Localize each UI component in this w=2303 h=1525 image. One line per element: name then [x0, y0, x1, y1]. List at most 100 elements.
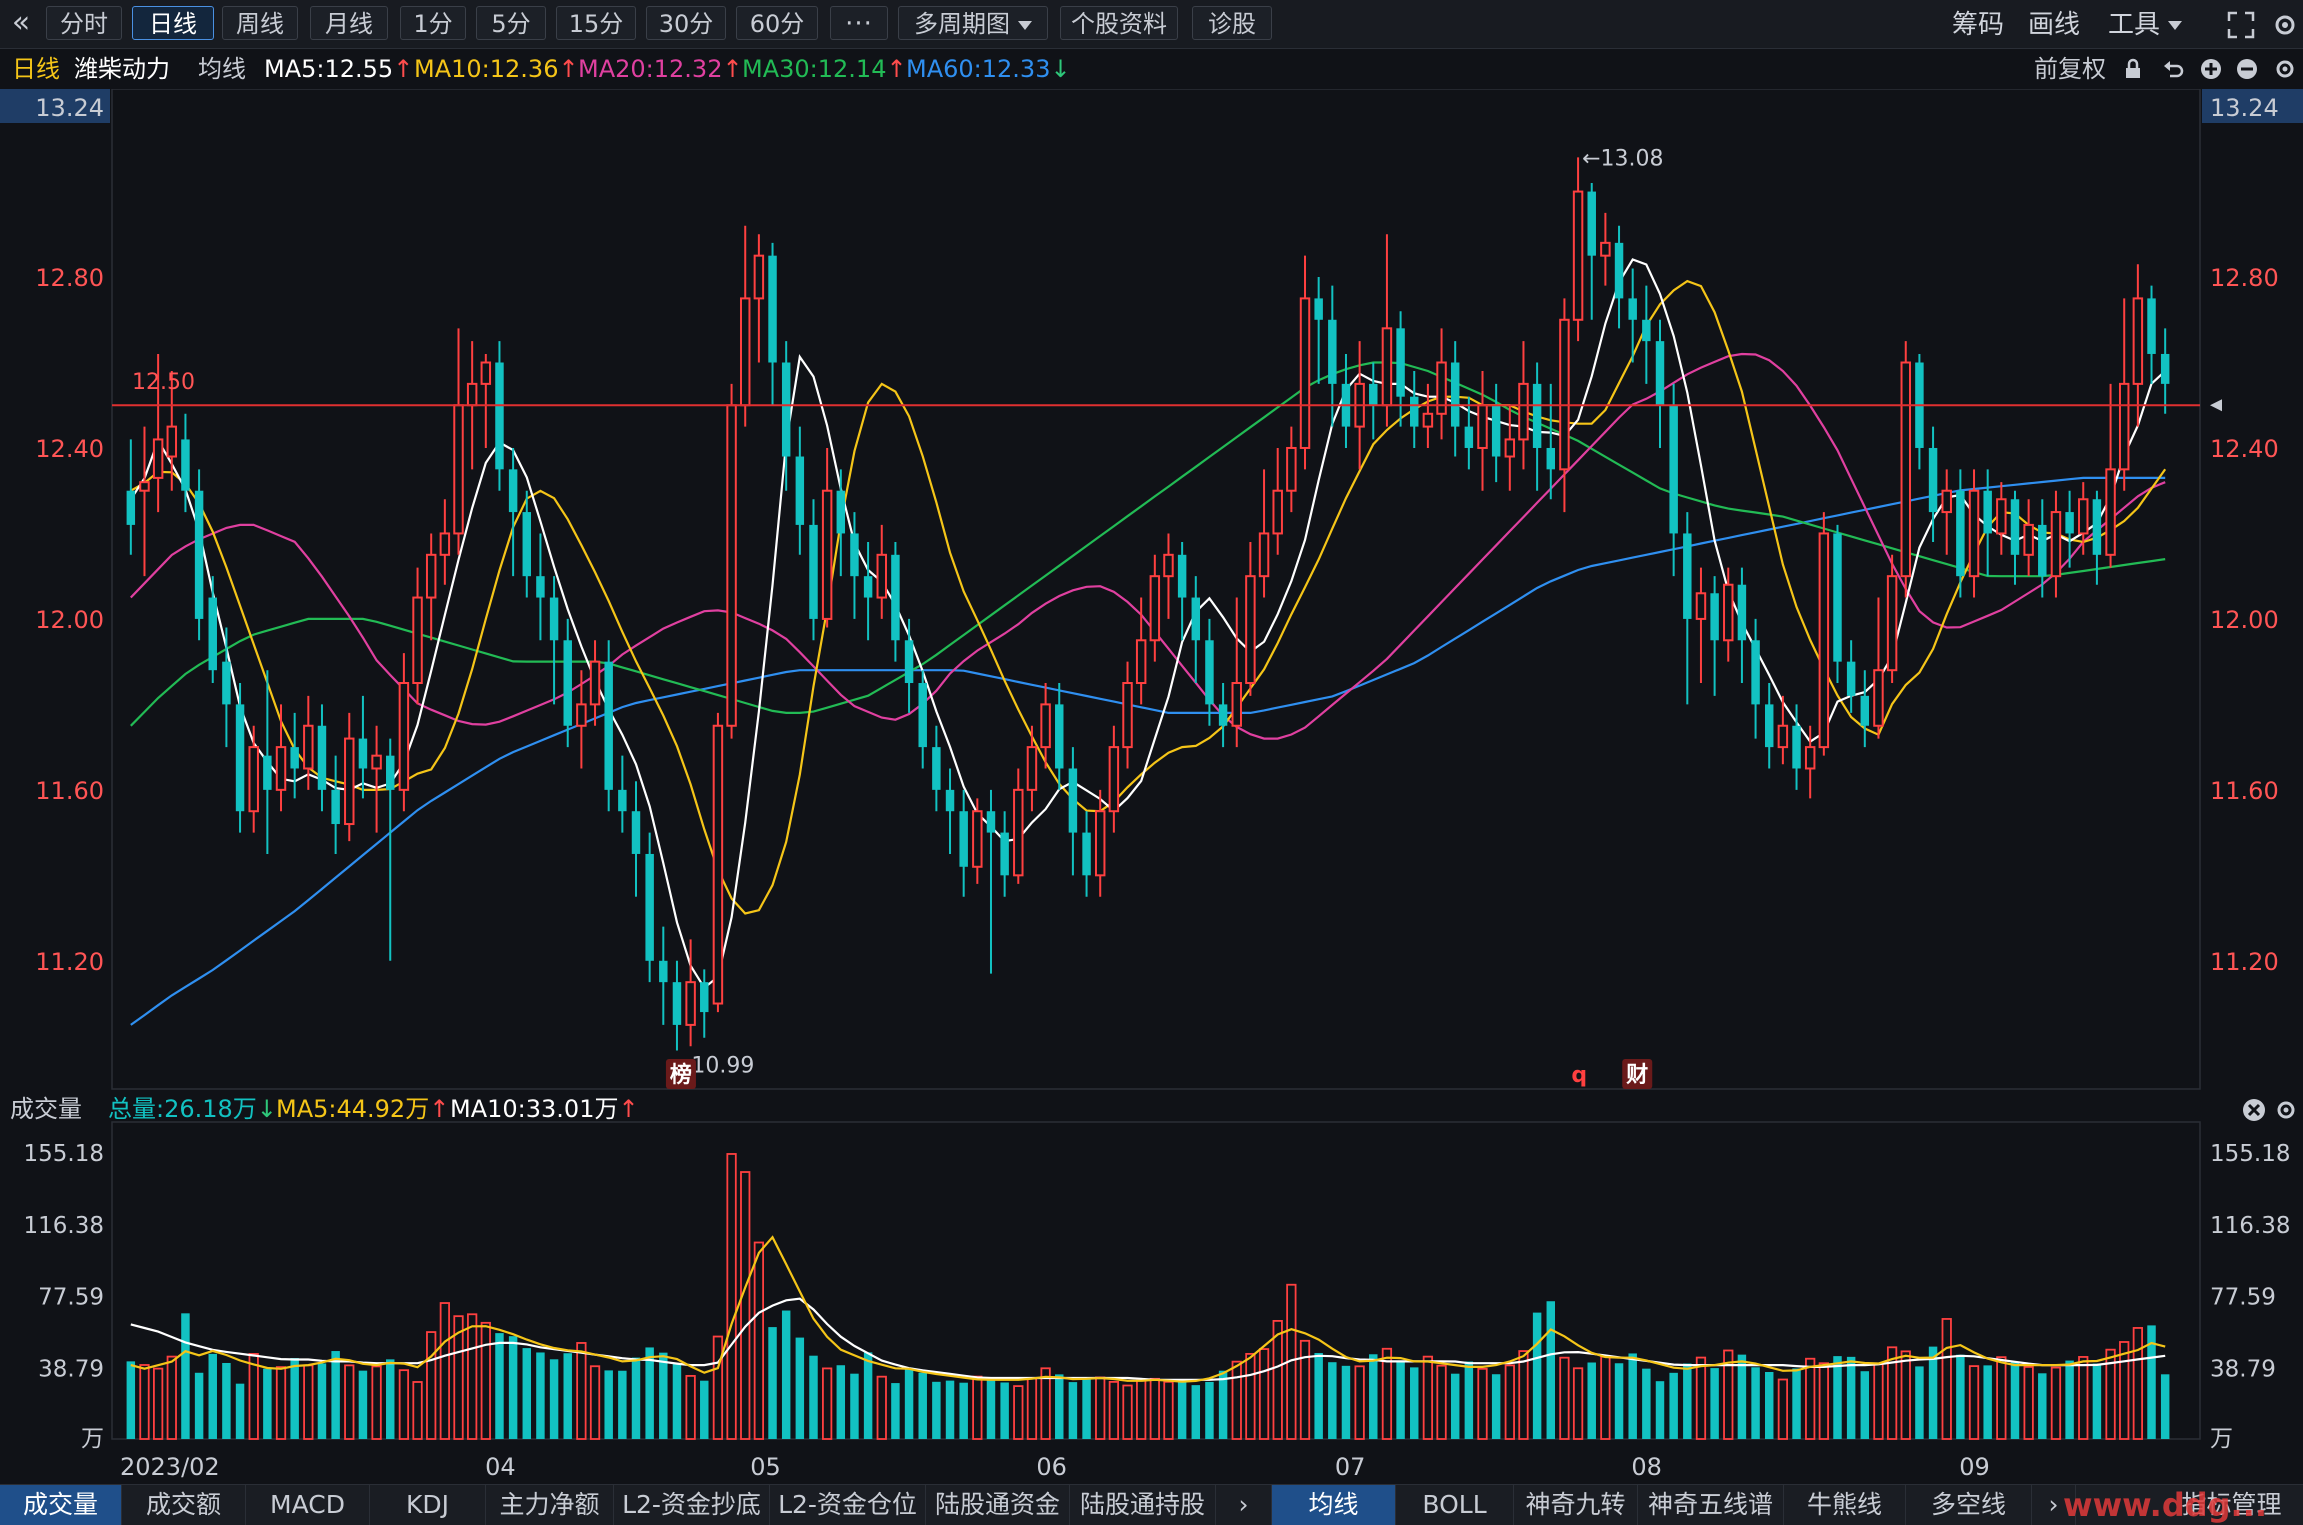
tab-turnover[interactable]: 成交额	[122, 1485, 246, 1525]
volume-bar-down	[1000, 1382, 1009, 1439]
period-tab-30min[interactable]: 30分	[646, 6, 726, 40]
tab-magic-five-lines[interactable]: 神奇五线谱	[1638, 1485, 1784, 1525]
tab-magic-nine[interactable]: 神奇九转	[1514, 1485, 1638, 1525]
more-periods-button[interactable]: ···	[830, 6, 888, 40]
period-tab-monthly[interactable]: 月线	[310, 6, 388, 40]
tab-hk-connect-funds[interactable]: 陆股通资金	[926, 1485, 1070, 1525]
tab-long-short[interactable]: 多空线	[1906, 1485, 2032, 1525]
chevron-down-icon	[1018, 20, 1032, 30]
volume-bar-up	[1013, 1385, 1024, 1440]
volume-bar-down	[631, 1357, 641, 1439]
ma20-line	[130, 352, 2166, 740]
x-axis-label: 06	[1036, 1453, 1067, 1481]
settings-icon[interactable]	[2272, 10, 2298, 40]
up-arrow-icon: ↑	[886, 55, 907, 83]
volume-ma5-line	[130, 1235, 2166, 1383]
price-tick-right: 11.20	[2210, 948, 2279, 976]
candle-body-up	[1996, 498, 2007, 535]
volume-bar-up	[453, 1315, 464, 1440]
tab-main-net[interactable]: 主力净额	[486, 1485, 614, 1525]
tab-boll[interactable]: BOLL	[1396, 1485, 1514, 1525]
top-toolbar: « 分时 日线 周线 月线 1分 5分 15分 30分 60分 ··· 多周期图…	[0, 0, 2303, 49]
tools-dropdown[interactable]: 工具	[2108, 8, 2183, 42]
candle-body-down	[891, 554, 900, 641]
candle-body-up	[1777, 724, 1789, 749]
volume-tick-right: 116.38	[2210, 1213, 2290, 1239]
tab-macd[interactable]: MACD	[246, 1485, 370, 1525]
event-marker: 财	[1626, 1063, 1648, 1088]
chevron-down-icon	[2168, 21, 2183, 30]
candle-body-down	[2147, 298, 2156, 354]
stock-info-button[interactable]: 个股资料	[1060, 6, 1178, 40]
period-tab-1min[interactable]: 1分	[400, 6, 466, 40]
tab-l2-bottom[interactable]: L2-资金抄底	[614, 1485, 770, 1525]
undo-icon[interactable]	[2162, 58, 2184, 80]
multi-period-dropdown[interactable]: 多周期图	[898, 6, 1048, 40]
candle-body-up	[2132, 297, 2144, 385]
period-tab-5min[interactable]: 5分	[476, 6, 546, 40]
up-arrow-icon: ↑	[722, 55, 743, 83]
tabs-scroll-right-icon[interactable]: ›	[1216, 1485, 1272, 1525]
candle-body-up	[2078, 498, 2089, 535]
volume-bar-down	[1369, 1354, 1378, 1439]
indicator-manage-button[interactable]: 指标管理	[2181, 1490, 2282, 1519]
period-tab-daily[interactable]: 日线	[132, 6, 214, 40]
ma-type-label[interactable]: 均线	[198, 55, 246, 83]
diagnose-button[interactable]: 诊股	[1192, 6, 1272, 40]
candle-body-down	[904, 640, 914, 684]
chips-button[interactable]: 筹码	[1952, 10, 2005, 40]
volume-bar-down	[672, 1363, 682, 1439]
volume-bar-up	[139, 1364, 150, 1440]
volume-bar-down	[850, 1373, 859, 1439]
volume-bar-up	[439, 1302, 450, 1440]
kline-chart[interactable]: 13.24 13.24 12.80 12.80 12.40 12.40 12.00 12.00…	[0, 89, 2303, 1484]
volume-settings-icon[interactable]	[2274, 1098, 2298, 1122]
tabs-scroll-right-icon-2[interactable]: ›	[2032, 1485, 2076, 1525]
volume-tick-right: 万	[2210, 1426, 2233, 1452]
volume-bar-up	[2078, 1356, 2089, 1440]
tab-hk-connect-holdings[interactable]: 陆股通持股	[1070, 1485, 1216, 1525]
period-tab-intraday[interactable]: 分时	[46, 6, 122, 40]
volume-bar-down	[222, 1362, 231, 1439]
volume-total-text: 总量:26.18万	[108, 1095, 257, 1123]
candle-body-up	[453, 404, 464, 535]
volume-ma5-text: MA5:44.92万	[276, 1095, 430, 1123]
volume-bar-down	[2147, 1325, 2156, 1439]
volume-bar-down	[290, 1358, 299, 1439]
close-icon[interactable]	[2242, 1098, 2266, 1122]
candle-body-up	[1272, 489, 1283, 535]
draw-line-button[interactable]: 画线	[2028, 10, 2081, 40]
tab-ma[interactable]: 均线	[1272, 1485, 1396, 1525]
candle-body-up	[1122, 682, 1133, 749]
chart-settings-icon[interactable]	[2274, 58, 2296, 80]
volume-bar-up	[2132, 1327, 2143, 1440]
back-icon[interactable]: «	[11, 5, 31, 40]
candle-body-up	[712, 724, 724, 1005]
volume-bar-up	[2105, 1348, 2116, 1440]
zoom-out-icon[interactable]	[2236, 58, 2258, 80]
candle-body-down	[1491, 405, 1501, 457]
tab-l2-position[interactable]: L2-资金仓位	[770, 1485, 926, 1525]
candle-body-up	[2050, 511, 2062, 578]
tab-kdj[interactable]: KDJ	[370, 1485, 486, 1525]
candle-body-down	[222, 661, 231, 705]
candle-body-down	[358, 738, 368, 769]
fullscreen-icon[interactable]	[2226, 10, 2256, 40]
adjust-mode-button[interactable]: 前复权	[2034, 55, 2106, 83]
candle-body-down	[959, 811, 968, 867]
volume-bar-down	[1956, 1354, 1965, 1439]
candle-body-up	[753, 254, 765, 300]
volume-tick-right: 155.18	[2210, 1141, 2290, 1167]
zoom-in-icon[interactable]	[2200, 58, 2222, 80]
ma5-value: MA5:12.55↑	[264, 49, 413, 89]
candle-body-up	[1723, 583, 1734, 642]
period-tab-60min[interactable]: 60分	[736, 6, 818, 40]
period-tab-weekly[interactable]: 周线	[222, 6, 298, 40]
period-tab-15min[interactable]: 15分	[556, 6, 636, 40]
candle-body-up	[412, 596, 423, 685]
volume-bar-down	[1532, 1312, 1542, 1439]
lock-icon[interactable]	[2122, 58, 2144, 80]
tab-volume[interactable]: 成交量	[0, 1485, 122, 1525]
tab-bull-bear[interactable]: 牛熊线	[1784, 1485, 1906, 1525]
candle-body-up	[371, 754, 382, 770]
